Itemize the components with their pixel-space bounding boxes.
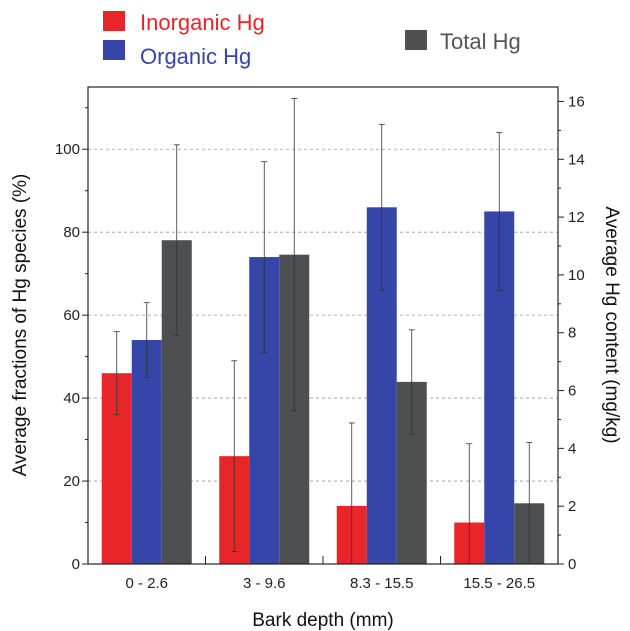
left-tick-label-20: 20	[63, 473, 80, 490]
right-tick-label-0: 0	[568, 556, 576, 573]
right-axis: 0 2 4 6 8 10 12 14 16	[558, 93, 585, 573]
left-tick-label-40: 40	[63, 390, 80, 407]
legend-label-total: Total Hg	[440, 29, 521, 54]
right-tick-label-2: 2	[568, 498, 576, 515]
left-axis: 0 20 40 60 80 100	[55, 107, 88, 573]
left-tick-label-60: 60	[63, 307, 80, 324]
x-tick-label-1: 3 - 9.6	[243, 575, 286, 592]
left-axis-title: Average fractions of Hg species (%)	[10, 174, 31, 477]
x-tick-label-0: 0 - 2.6	[125, 575, 168, 592]
bars	[101, 207, 545, 564]
legend-label-inorganic: Inorganic Hg	[140, 10, 265, 35]
left-tick-label-100: 100	[55, 141, 80, 158]
left-tick-label-80: 80	[63, 224, 80, 241]
legend-swatch-total	[405, 30, 427, 50]
legend-swatch-organic	[103, 40, 125, 60]
x-axis: 0 - 2.6 3 - 9.6 8.3 - 15.5 15.5 - 26.5	[125, 556, 535, 592]
x-tick-label-2: 8.3 - 15.5	[350, 575, 413, 592]
right-tick-label-6: 6	[568, 383, 576, 400]
legend: Inorganic Hg Organic Hg Total Hg	[103, 10, 521, 69]
legend-label-organic: Organic Hg	[140, 44, 251, 69]
right-tick-label-10: 10	[568, 267, 585, 284]
right-tick-label-14: 14	[568, 151, 585, 168]
legend-swatch-inorganic	[103, 11, 125, 31]
right-tick-label-8: 8	[568, 325, 576, 342]
x-axis-title: Bark depth (mm)	[252, 610, 393, 631]
right-tick-label-12: 12	[568, 209, 585, 226]
left-tick-label-0: 0	[72, 556, 80, 573]
x-tick-label-3: 15.5 - 26.5	[463, 575, 535, 592]
right-tick-label-16: 16	[568, 93, 585, 110]
right-tick-label-4: 4	[568, 440, 576, 457]
right-axis-title: Average Hg content (mg/kg)	[601, 206, 622, 443]
error-bars	[113, 98, 533, 565]
